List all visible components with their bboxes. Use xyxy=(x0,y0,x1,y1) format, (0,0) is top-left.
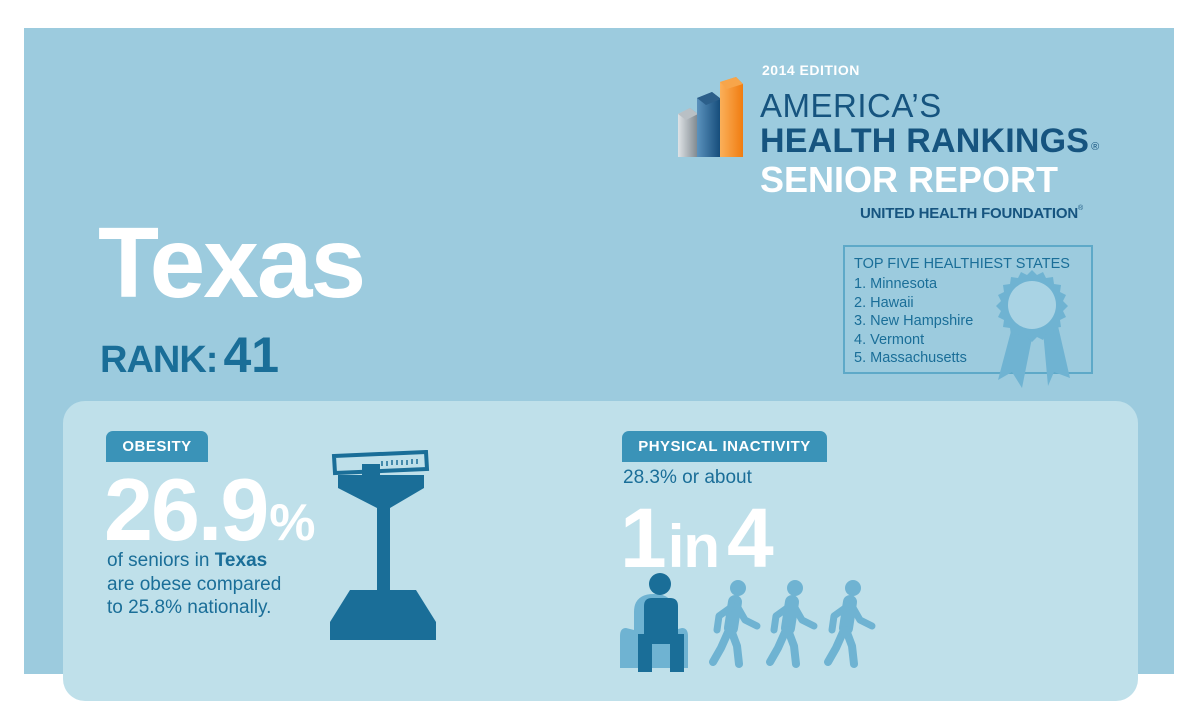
rank-value: 41 xyxy=(223,327,280,383)
top-five-states-box: TOP FIVE HEALTHIEST STATES 1. Minnesota … xyxy=(843,245,1093,374)
list-item: 2. Hawaii xyxy=(854,294,914,311)
list-item: 1. Minnesota xyxy=(854,276,938,292)
logo-health-rankings-text: HEALTH RANKINGS xyxy=(760,122,1090,160)
obesity-tag: OBESITY xyxy=(106,431,208,462)
desc-prefix: of seniors in xyxy=(107,550,215,571)
inactivity-lead: 28.3% or about xyxy=(623,467,752,488)
logo-line-america: AMERICA’S xyxy=(760,87,942,124)
logo-line-health-rankings: HEALTH RANKINGS ® xyxy=(760,122,1099,160)
percent-sign: % xyxy=(269,494,316,552)
rank-label: RANK: xyxy=(100,339,218,381)
registered-mark: ® xyxy=(1077,205,1083,212)
walking-person-icon xyxy=(709,580,761,668)
ratio-in: in xyxy=(667,513,720,580)
seated-person-icon xyxy=(620,573,688,672)
award-ribbon-icon xyxy=(996,270,1070,388)
registered-mark: ® xyxy=(1091,141,1100,153)
obesity-desc-line1: of seniors in Texas xyxy=(107,549,281,573)
list-item: 3. New Hampshire xyxy=(854,313,974,330)
sponsor-name: UNITED HEALTH FOUNDATION® xyxy=(860,205,1083,222)
top-five-title: TOP FIVE HEALTHIEST STATES xyxy=(854,256,1070,272)
walking-person-icon xyxy=(766,580,818,668)
edition-label: 2014 EDITION xyxy=(762,62,860,78)
state-name: Texas xyxy=(98,207,366,319)
state-rank: RANK: 41 xyxy=(100,330,279,393)
physical-inactivity-tag: PHYSICAL INACTIVITY xyxy=(622,431,827,462)
ratio-numerator: 1 xyxy=(620,491,667,585)
weight-scale-icon xyxy=(330,450,436,640)
walking-person-icon xyxy=(824,580,876,668)
obesity-description: of seniors in Texas are obese compared t… xyxy=(107,549,281,620)
obesity-desc-line2: are obese compared xyxy=(107,573,282,595)
list-item: 4. Vermont xyxy=(854,331,925,348)
stats-card xyxy=(63,401,1138,701)
ratio-denominator: 4 xyxy=(727,491,774,585)
sponsor-text: UNITED HEALTH FOUNDATION xyxy=(860,205,1078,222)
bar-chart-logo-icon xyxy=(678,77,743,157)
inactivity-ratio: 1in4 xyxy=(620,490,774,595)
list-item: 5. Massachusetts xyxy=(854,350,967,367)
obesity-desc-line3: to 25.8% nationally. xyxy=(107,597,272,618)
top-five-list: 1. Minnesota 2. Hawaii 3. New Hampshire … xyxy=(854,275,973,368)
obesity-value: 26.9 xyxy=(104,460,269,559)
obesity-percentage: 26.9% xyxy=(104,464,316,569)
logo-line-senior-report: SENIOR REPORT xyxy=(760,159,1059,200)
desc-state: Texas xyxy=(214,550,268,571)
